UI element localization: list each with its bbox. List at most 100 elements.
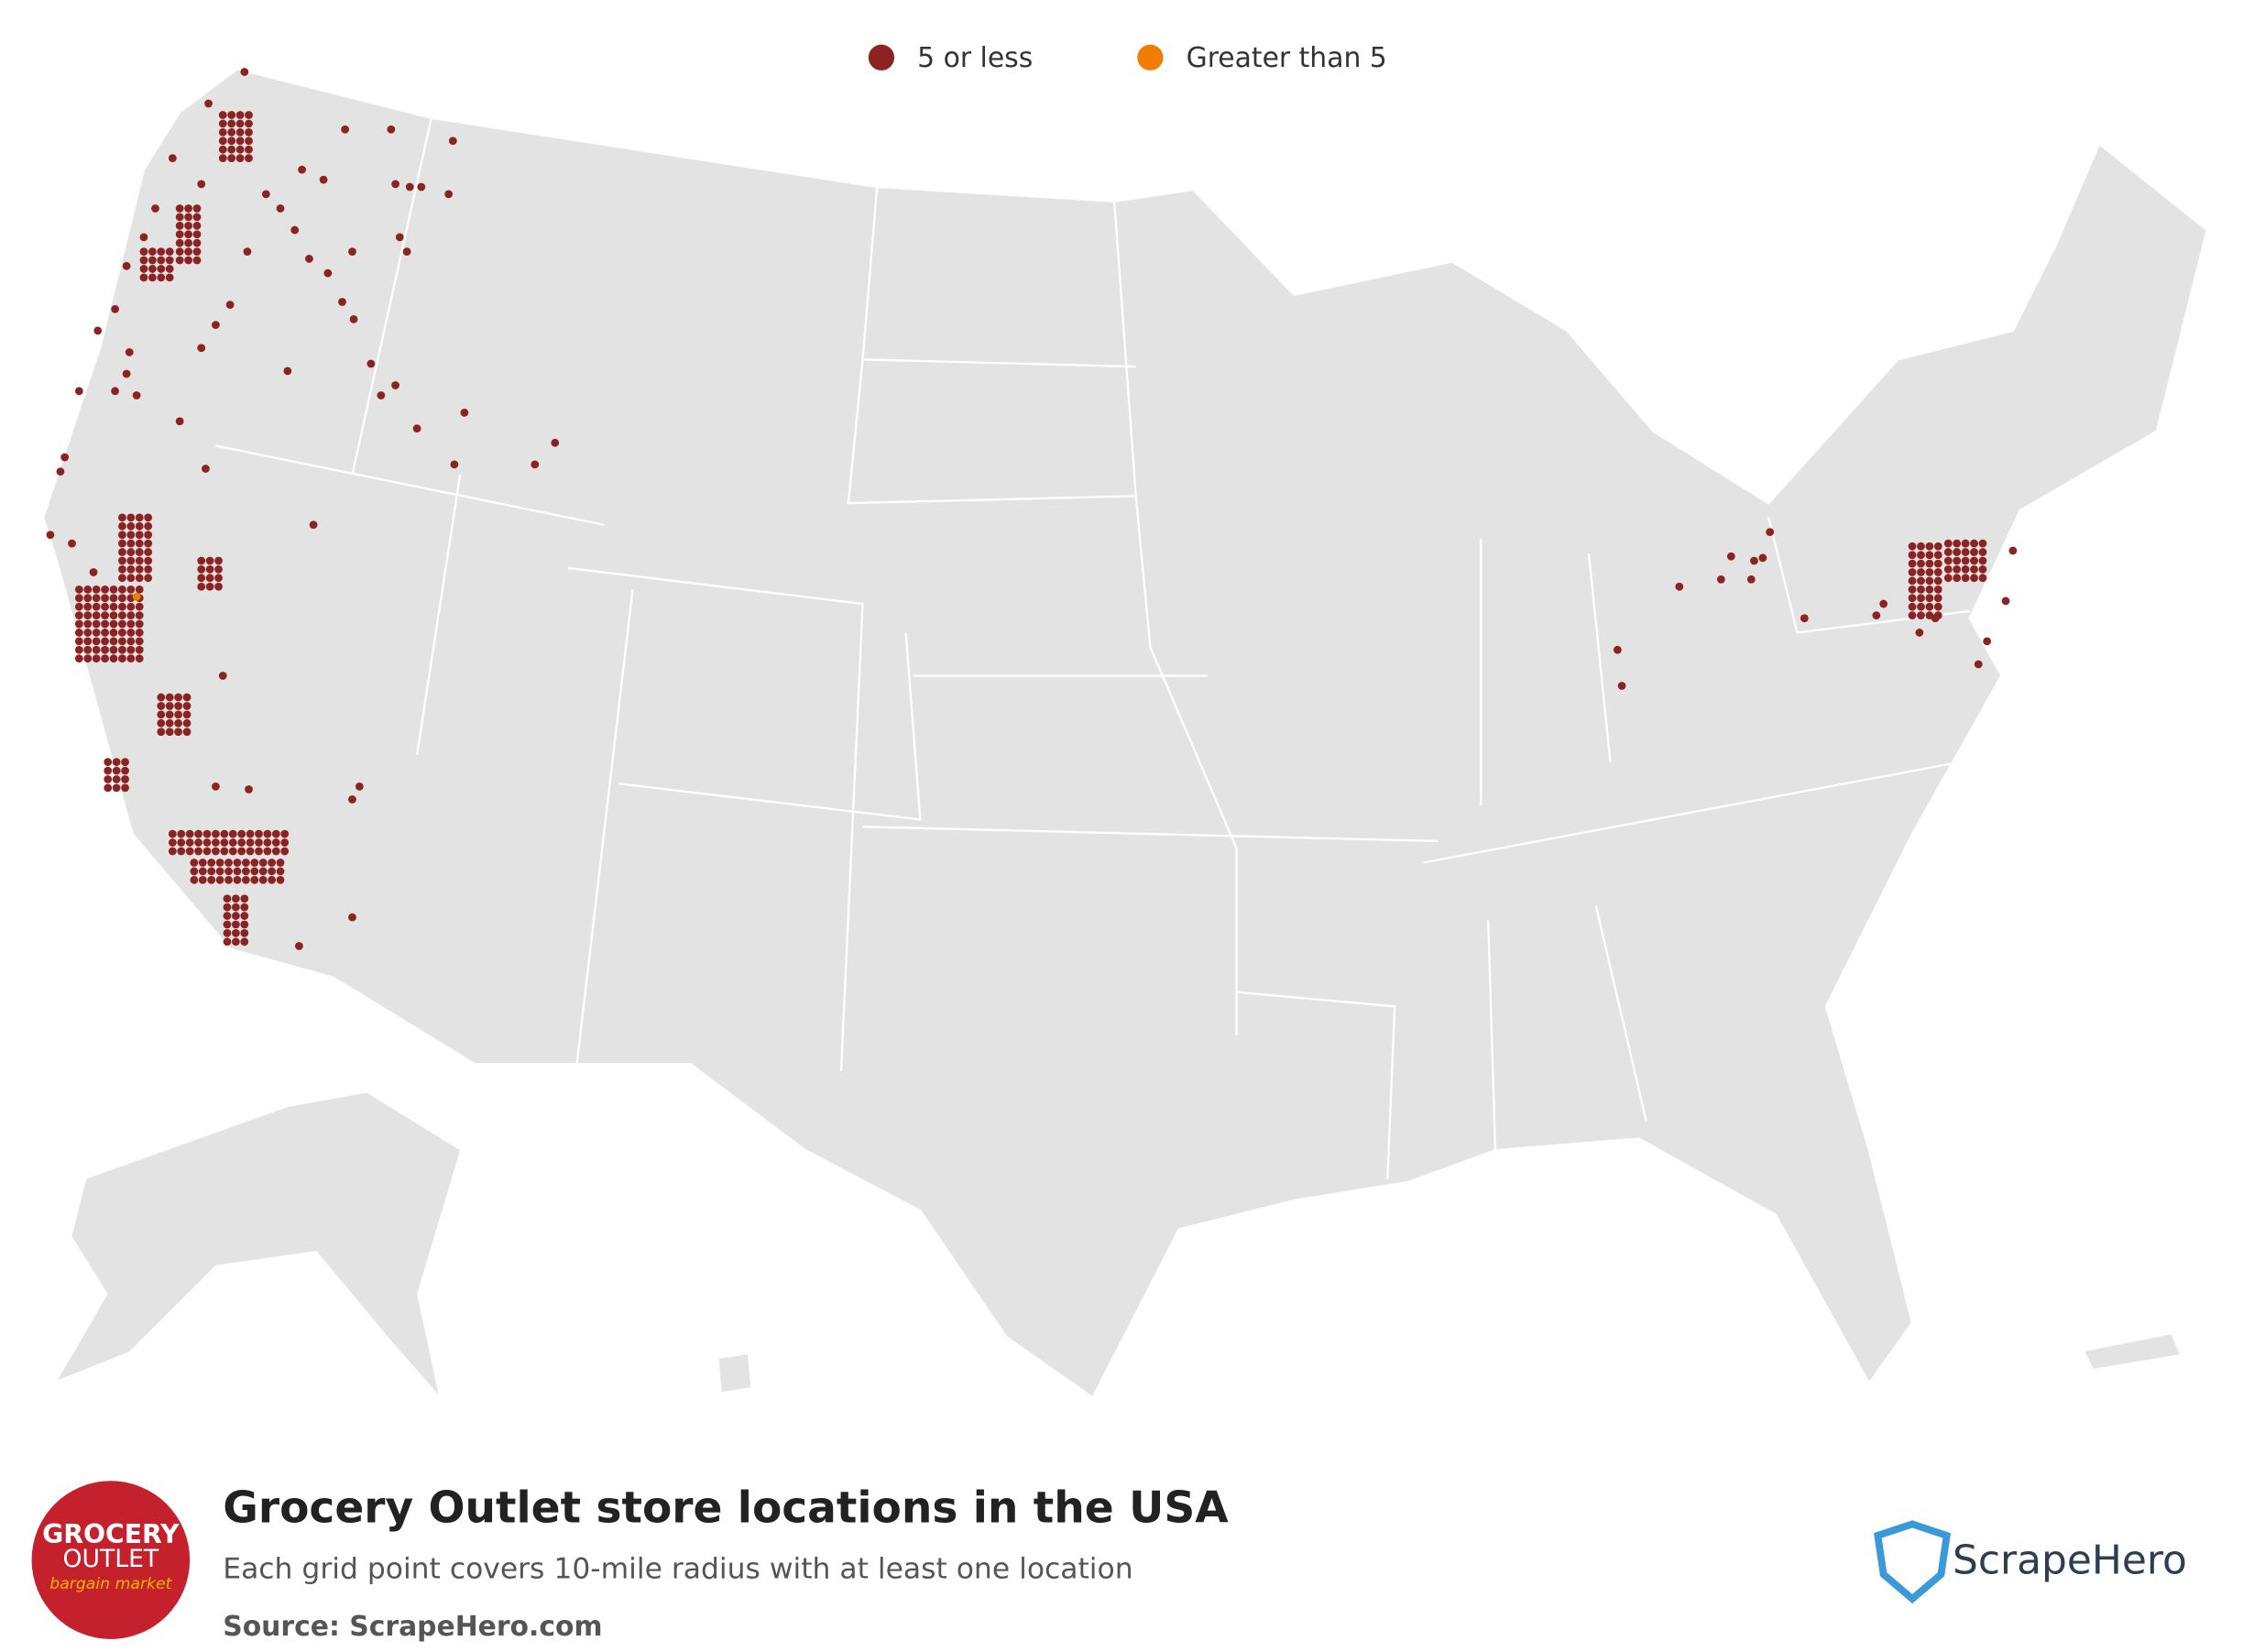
location-dot	[121, 766, 129, 775]
location-dot	[1933, 576, 1942, 585]
location-dot	[227, 111, 236, 119]
location-dot	[1925, 568, 1934, 576]
location-dot	[1917, 611, 1925, 620]
location-dot	[157, 247, 166, 257]
location-dot	[185, 847, 194, 856]
location-dot	[74, 654, 83, 663]
location-dot	[118, 539, 126, 548]
logo-badge	[31, 1481, 191, 1639]
alaska	[57, 1092, 461, 1395]
location-dot	[1908, 551, 1917, 560]
location-dot	[135, 513, 144, 522]
location-dot	[118, 548, 126, 556]
location-dot	[1970, 556, 1978, 565]
location-dot	[551, 438, 560, 447]
brand-name: ScrapeHero	[1953, 1537, 2187, 1584]
location-dot	[60, 453, 70, 462]
location-dot	[212, 838, 220, 847]
location-dot	[228, 838, 237, 847]
location-dot	[165, 693, 174, 702]
location-dot	[74, 602, 83, 611]
location-dot	[165, 728, 174, 737]
location-dot	[218, 154, 227, 163]
location-dot	[255, 847, 263, 856]
location-dot	[214, 582, 223, 591]
location-dot	[121, 758, 129, 767]
location-dot	[271, 838, 280, 847]
location-dot	[205, 574, 214, 583]
location-dot	[118, 556, 126, 565]
location-dot	[126, 531, 136, 540]
location-dot	[111, 304, 119, 313]
location-dot	[109, 637, 118, 646]
location-dot	[109, 629, 118, 637]
location-dot	[182, 710, 191, 719]
location-dots	[46, 68, 2018, 950]
location-dot	[377, 391, 386, 399]
location-dot	[258, 875, 268, 884]
location-dot	[1943, 556, 1953, 565]
location-dot	[231, 937, 240, 946]
location-dot	[255, 838, 263, 847]
location-dot	[126, 645, 136, 654]
location-dot	[157, 693, 166, 702]
brand-icon	[1874, 1520, 1952, 1604]
location-dot	[1943, 548, 1953, 556]
location-dot	[218, 145, 227, 154]
location-dot	[231, 920, 240, 929]
location-dot	[349, 314, 358, 323]
location-dot	[240, 912, 249, 920]
location-dot	[1917, 568, 1925, 576]
location-dot	[135, 619, 144, 629]
legend-label: 5 or less	[917, 42, 1033, 74]
location-dot	[135, 654, 144, 663]
source: Source: ScrapeHero.com	[223, 1611, 602, 1643]
location-dot	[112, 766, 121, 775]
location-dot	[1917, 551, 1925, 560]
location-dot	[271, 847, 280, 856]
location-dot	[118, 574, 126, 583]
location-dot	[240, 68, 249, 76]
location-dot	[101, 619, 109, 629]
location-dot	[1915, 629, 1924, 637]
location-dot	[184, 221, 192, 230]
location-dot	[220, 829, 229, 838]
location-dot	[417, 182, 426, 191]
location-dot	[92, 645, 101, 654]
location-dot	[68, 539, 76, 548]
us-mainland	[41, 68, 2209, 1399]
location-dot	[157, 256, 166, 265]
location-dot	[185, 829, 194, 838]
location-dot	[227, 137, 236, 146]
location-dot	[223, 912, 232, 920]
location-dot	[118, 645, 126, 654]
location-dot	[207, 859, 216, 867]
location-dot	[245, 785, 253, 793]
location-dot	[240, 920, 249, 929]
location-dot	[237, 838, 246, 847]
location-dot	[1925, 576, 1934, 585]
location-dot	[298, 165, 306, 174]
location-dot	[245, 127, 253, 137]
location-dot	[1917, 576, 1925, 585]
location-dot	[235, 127, 245, 137]
location-dot	[74, 585, 83, 594]
location-dot	[168, 154, 177, 163]
location-dot	[1933, 602, 1942, 611]
location-dot	[74, 387, 83, 396]
location-dot	[391, 381, 399, 389]
location-dot	[207, 875, 216, 884]
location-dot	[135, 531, 144, 540]
location-dot	[205, 582, 214, 591]
location-dot	[101, 654, 109, 663]
location-dot	[197, 574, 206, 583]
location-dot	[338, 298, 346, 306]
location-dot	[135, 548, 144, 556]
location-dot	[341, 125, 350, 134]
location-dot	[157, 273, 166, 282]
location-dot	[235, 145, 245, 154]
location-dot	[255, 829, 263, 838]
subtitle: Each grid point covers 10-mile radius wi…	[223, 1553, 1132, 1586]
location-dot	[1908, 602, 1917, 611]
location-dot	[1931, 614, 1940, 623]
